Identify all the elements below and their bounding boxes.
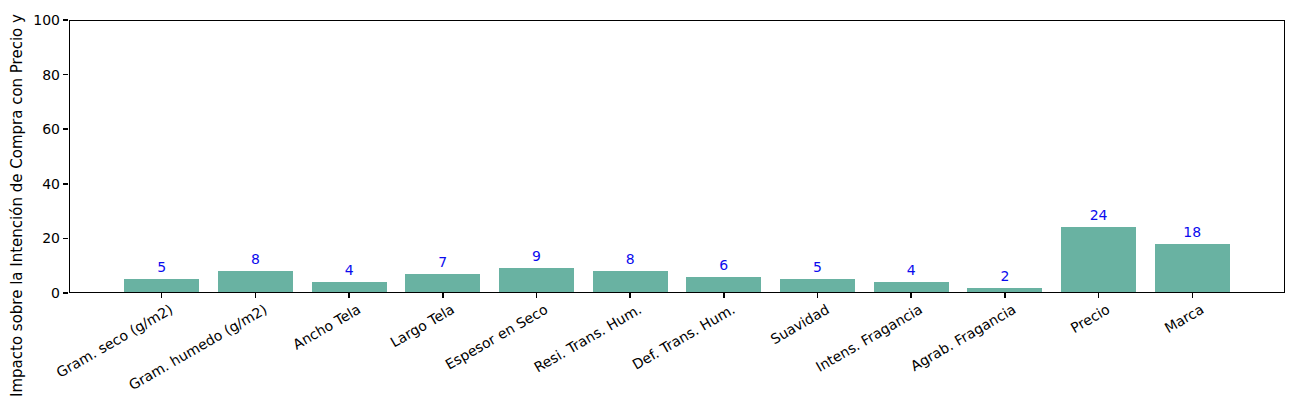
bar-value-label: 5 [778, 259, 858, 275]
x-tick-mark [255, 293, 257, 298]
x-tick-mark [817, 293, 819, 298]
bar-value-label: 2 [965, 268, 1045, 284]
bar [780, 279, 855, 293]
x-tick-mark [723, 293, 725, 298]
bar-value-label: 6 [684, 257, 764, 273]
x-tick-label: Ancho Tela [290, 301, 364, 353]
x-tick-label: Precio [1068, 301, 1113, 337]
y-tick-mark [63, 238, 68, 240]
bar-value-label: 4 [309, 262, 389, 278]
x-tick-label: Suavidad [767, 301, 832, 348]
bar [405, 274, 480, 293]
bar [312, 282, 387, 293]
x-tick-mark [161, 293, 163, 298]
y-tick-mark [63, 292, 68, 294]
y-tick-label: 0 [0, 283, 60, 303]
x-tick-label: Def. Trans. Hum. [630, 301, 739, 374]
x-tick-mark [910, 293, 912, 298]
y-tick-mark [63, 128, 68, 130]
x-tick-mark [348, 293, 350, 298]
bar-value-label: 8 [590, 251, 670, 267]
y-tick-label: 20 [0, 228, 60, 248]
bar [1061, 227, 1136, 293]
y-tick-mark [63, 74, 68, 76]
plot-area: 5Gram. seco (g/m2)8Gram. humedo (g/m2)4A… [69, 20, 1285, 293]
y-tick-label: 100 [0, 10, 60, 30]
y-tick-label: 60 [0, 119, 60, 139]
bar-value-label: 18 [1152, 224, 1232, 240]
bar [593, 271, 668, 293]
x-tick-mark [1098, 293, 1100, 298]
bar [1155, 244, 1230, 293]
y-tick-label: 80 [0, 65, 60, 85]
bar-value-label: 8 [215, 251, 295, 267]
bar-value-label: 24 [1059, 207, 1139, 223]
bar [874, 282, 949, 293]
x-tick-mark [629, 293, 631, 298]
bar-value-label: 9 [496, 248, 576, 264]
x-tick-mark [1192, 293, 1194, 298]
bar-value-label: 4 [871, 262, 951, 278]
y-tick-mark [63, 183, 68, 185]
bar-value-label: 7 [403, 254, 483, 270]
bar-value-label: 5 [122, 259, 202, 275]
x-tick-mark [1004, 293, 1006, 298]
bar [686, 277, 761, 293]
bar [124, 279, 199, 293]
bar [218, 271, 293, 293]
bar-chart: Impacto sobre la Intención de Compra con… [0, 0, 1300, 400]
x-tick-mark [442, 293, 444, 298]
x-tick-label: Largo Tela [387, 301, 457, 351]
y-tick-label: 40 [0, 174, 60, 194]
bar [499, 268, 574, 293]
x-tick-label: Agrab. Fragancia [908, 301, 1019, 375]
y-tick-mark [63, 19, 68, 21]
x-tick-mark [536, 293, 538, 298]
x-tick-label: Marca [1162, 301, 1207, 337]
